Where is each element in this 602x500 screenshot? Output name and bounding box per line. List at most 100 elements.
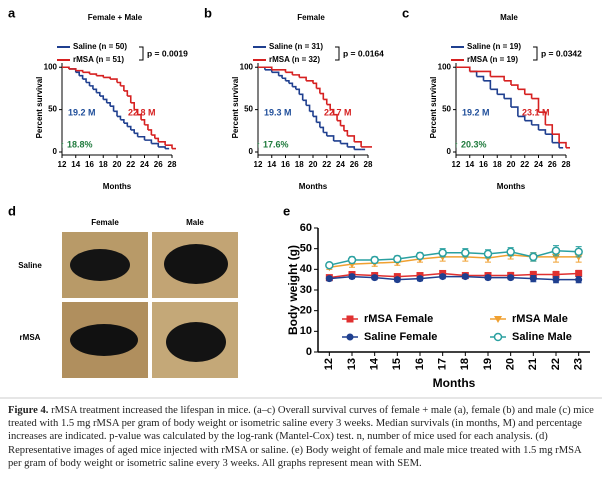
panel-d: d Female Male Saline rMSA	[8, 203, 238, 378]
x-tick-label: 20	[309, 160, 318, 169]
survival-step	[258, 66, 273, 70]
survival-step	[511, 84, 519, 90]
x-tick-label: 12	[452, 160, 461, 169]
x-tick-label: 12	[254, 160, 263, 169]
survival-step	[326, 103, 331, 110]
marker	[416, 275, 424, 283]
marker	[575, 269, 583, 277]
x-tick-label: 21	[527, 358, 539, 370]
marker	[461, 273, 469, 281]
survival-step	[319, 126, 325, 133]
marker	[529, 271, 537, 278]
survival-step	[340, 124, 345, 131]
y-tick-label: 0	[249, 147, 254, 156]
survival-step	[79, 74, 84, 80]
survival-step	[96, 91, 101, 97]
y-tick-label: 50	[48, 105, 57, 114]
survival-step	[68, 68, 77, 71]
x-tick-label: 24	[336, 160, 345, 169]
annotation: 22.7 M	[324, 107, 352, 117]
y-axis-label: Body weight (g)	[286, 245, 300, 335]
survival-step	[82, 78, 87, 83]
survival-step	[110, 78, 118, 83]
y-tick-label: 50	[442, 105, 451, 114]
marker	[393, 254, 402, 264]
annotation: 22.8 M	[128, 107, 156, 117]
survival-step	[82, 71, 91, 75]
marker	[325, 260, 334, 270]
x-tick-label: 20	[505, 358, 517, 370]
survival-step	[158, 146, 166, 149]
survival-step	[302, 99, 307, 106]
chart-title: Female	[297, 13, 325, 22]
chart-title: Female + Male	[88, 13, 143, 22]
marker	[438, 248, 447, 258]
survival-step	[456, 66, 471, 72]
survival-step	[343, 130, 349, 136]
survival-step	[347, 135, 356, 142]
x-tick-label: 14	[369, 357, 381, 370]
survival-step	[120, 85, 125, 91]
series-line	[329, 254, 579, 269]
y-tick-label: 0	[447, 147, 452, 156]
x-tick-label: 18	[295, 160, 304, 169]
panel-label: c	[402, 5, 409, 20]
y-tick-label: 30	[300, 284, 312, 296]
survival-step	[130, 102, 135, 110]
survival-step	[127, 125, 132, 130]
survival-step	[545, 124, 554, 135]
mouse	[70, 324, 138, 356]
x-tick-label: 14	[71, 160, 80, 169]
y-tick-label: 20	[300, 305, 312, 317]
bracket	[335, 46, 340, 61]
annotation: 19.3 M	[264, 107, 292, 117]
survival-step	[154, 137, 160, 142]
survival-step	[545, 133, 554, 143]
survival-step	[538, 129, 547, 135]
annotation: 19.2 M	[68, 107, 96, 117]
survival-step	[483, 80, 492, 90]
row-label: Saline	[18, 261, 42, 270]
marker	[551, 246, 561, 255]
x-tick-label: 22	[550, 358, 562, 370]
survival-step	[309, 110, 314, 117]
marker	[552, 276, 560, 284]
mouse	[164, 244, 228, 284]
survival-step	[333, 113, 338, 121]
x-tick-label: 18	[459, 358, 471, 370]
y-tick-label: 100	[240, 62, 254, 71]
x-tick-label: 17	[437, 358, 449, 370]
x-tick-label: 26	[154, 160, 163, 169]
survival-step	[165, 144, 173, 149]
survival-step	[120, 118, 125, 124]
legend-label: rMSA Female	[364, 313, 433, 325]
survival-step	[319, 92, 325, 100]
panel-label: d	[8, 203, 16, 218]
p-value: p = 0.0019	[147, 48, 188, 58]
survival-step	[96, 74, 105, 78]
x-tick-label: 18	[99, 160, 108, 169]
marker	[348, 273, 356, 281]
marker	[370, 255, 379, 265]
survival-step	[144, 139, 153, 144]
panel-label: a	[8, 5, 16, 20]
y-tick-label: 50	[300, 243, 312, 255]
legend-label: Saline (n = 19)	[467, 42, 521, 51]
p-value: p = 0.0164	[343, 48, 384, 58]
x-tick-label: 13	[346, 358, 358, 370]
survival-step	[316, 121, 321, 128]
x-tick-label: 22	[322, 160, 331, 169]
survival-step	[313, 82, 318, 89]
x-axis-label: Months	[497, 182, 526, 191]
survival-step	[113, 110, 118, 117]
annotation: 23.1 M	[522, 107, 550, 117]
x-tick-label: 24	[140, 160, 149, 169]
survival-step	[130, 129, 135, 134]
y-tick-label: 10	[300, 325, 312, 337]
x-tick-label: 26	[350, 160, 359, 169]
x-tick-label: 28	[364, 160, 373, 169]
survival-step	[490, 75, 505, 81]
panel-label: e	[283, 203, 290, 218]
survival-step	[517, 88, 526, 95]
survival-step	[103, 76, 111, 80]
